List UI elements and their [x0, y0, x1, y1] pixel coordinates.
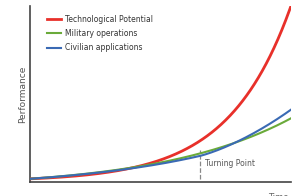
- Text: Turning Point: Turning Point: [205, 159, 255, 168]
- Text: Time: Time: [268, 193, 288, 196]
- Legend: Technological Potential, Military operations, Civilian applications: Technological Potential, Military operat…: [44, 11, 156, 55]
- Y-axis label: Performance: Performance: [18, 65, 27, 123]
